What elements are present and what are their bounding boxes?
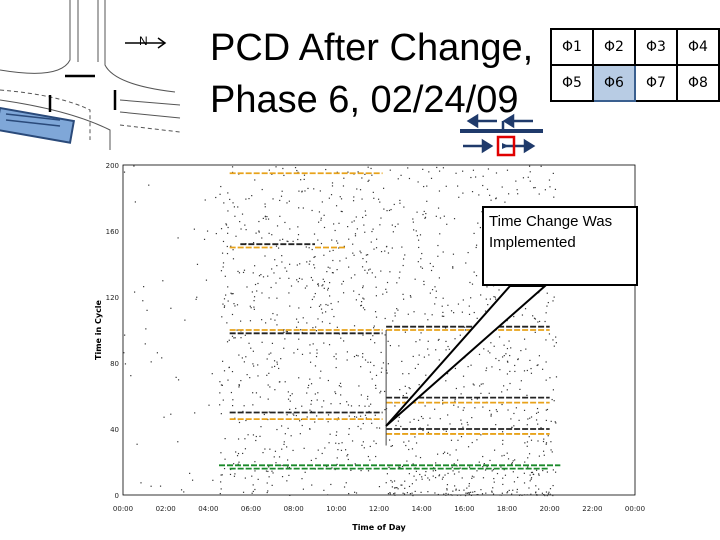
intersection-diagram: [0, 0, 181, 150]
phase-cell-5: Φ5: [550, 64, 594, 102]
title-line-2: Phase 6, 02/24/09: [210, 79, 519, 121]
time-change-callout: Time Change Was Implemented: [482, 206, 638, 286]
phase-cell-3: Φ3: [634, 28, 678, 66]
title-line-1: PCD After Change,: [210, 27, 534, 69]
phase-cell-2: Φ2: [592, 28, 636, 66]
north-label: N: [139, 34, 148, 48]
phase-movement-icon: [460, 113, 543, 157]
phase-cell-6-highlighted: Φ6: [592, 64, 636, 102]
phase-cell-8: Φ8: [676, 64, 720, 102]
phase-table: Φ1 Φ2 Φ3 Φ4 Φ5 Φ6 Φ7 Φ8: [550, 28, 720, 102]
slide-title: PCD After Change, Phase 6, 02/24/09: [210, 22, 540, 126]
phase-cell-4: Φ4: [676, 28, 720, 66]
phase-cell-1: Φ1: [550, 28, 594, 66]
phase-cell-7: Φ7: [634, 64, 678, 102]
